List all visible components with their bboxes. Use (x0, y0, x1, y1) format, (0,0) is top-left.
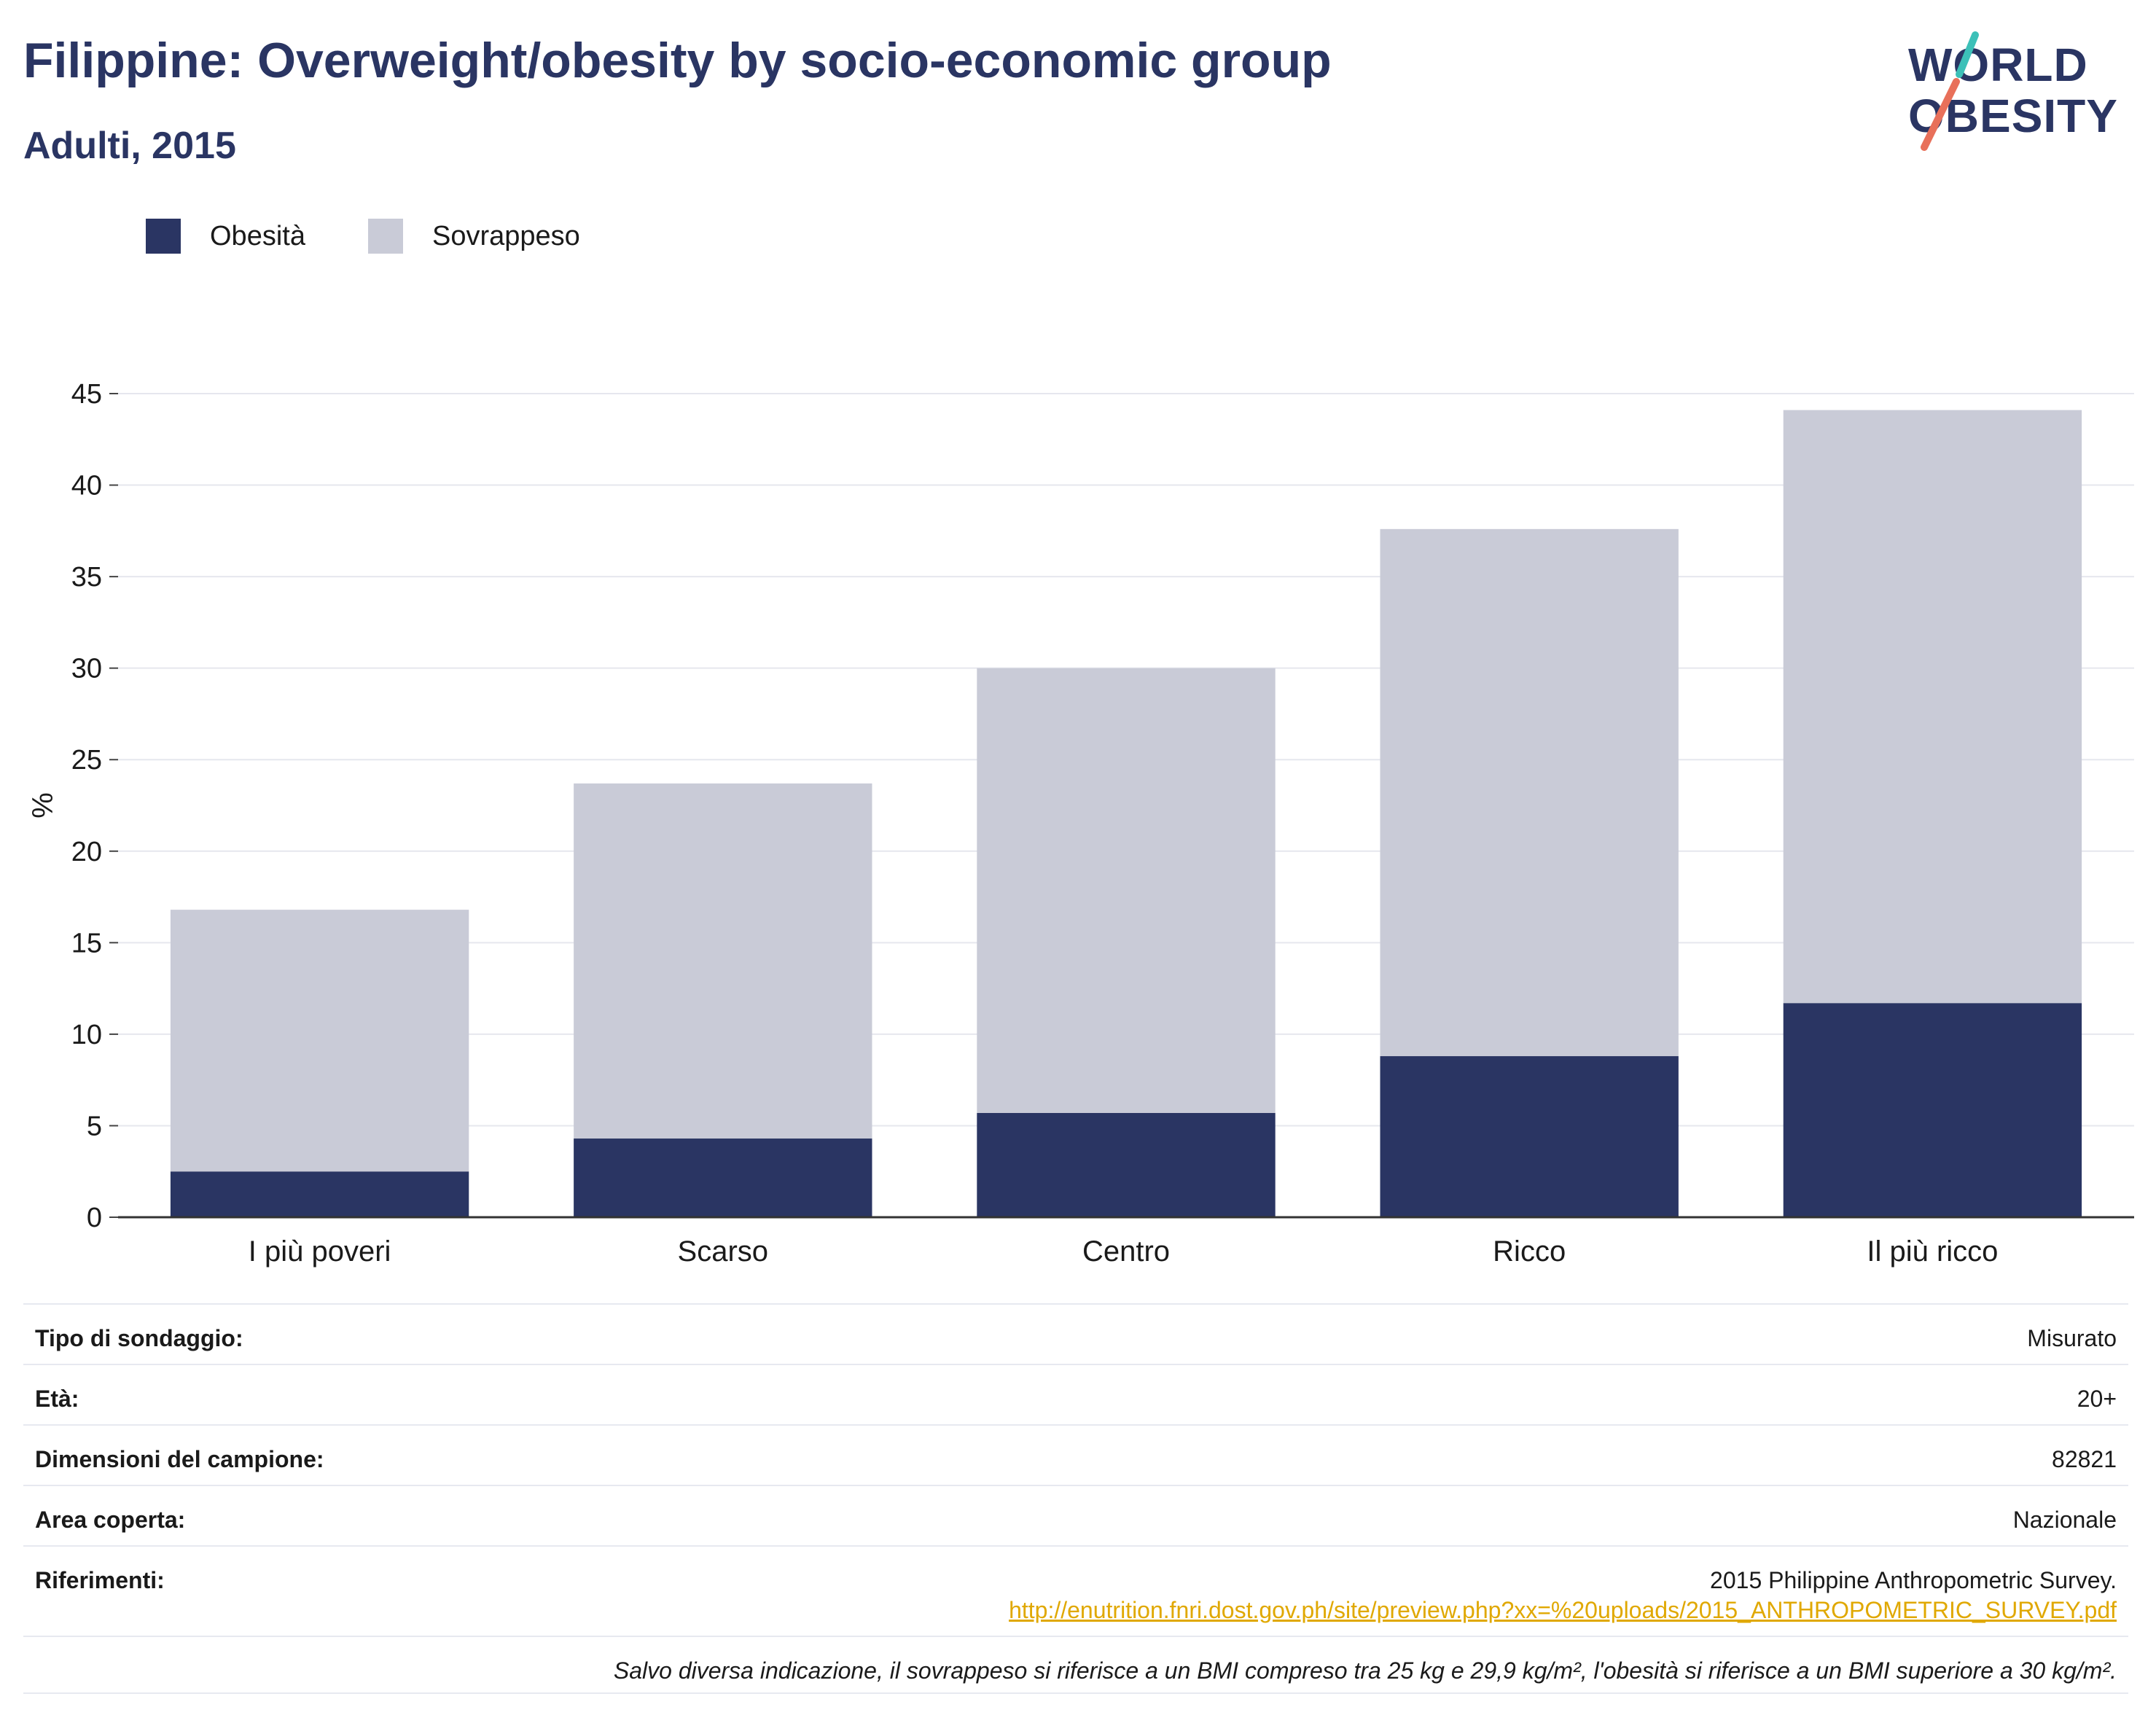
meta-label: Tipo di sondaggio: (35, 1325, 243, 1351)
x-tick-label: Il più ricco (1867, 1235, 1998, 1268)
meta-label: Dimensioni del campione: (35, 1446, 324, 1472)
definition-note: Salvo diversa indicazione, il sovrappeso… (23, 1636, 2128, 1694)
meta-row-sample-size: Dimensioni del campione: 82821 (23, 1424, 2128, 1485)
meta-row-survey-type: Tipo di sondaggio: Misurato (23, 1303, 2128, 1364)
legend-label-obesity: Obesità (210, 220, 305, 251)
legend-label-overweight: Sovrappeso (431, 220, 580, 251)
y-tick-label: 40 (71, 471, 102, 501)
chart-legend: Obesità Sovrappeso (146, 217, 643, 255)
meta-row-references: Riferimenti: 2015 Philippine Anthropomet… (23, 1545, 2128, 1636)
bar-obesity[interactable] (1380, 1056, 1679, 1217)
reference-link[interactable]: http://enutrition.fnri.dost.gov.ph/site/… (1009, 1597, 2117, 1623)
y-tick-label: 5 (87, 1111, 102, 1141)
bar-obesity[interactable] (1783, 1003, 2082, 1217)
y-tick-label: 10 (71, 1020, 102, 1050)
x-tick-label: I più poveri (249, 1235, 391, 1268)
x-tick-label: Ricco (1493, 1235, 1566, 1268)
meta-value: 82821 (2052, 1446, 2117, 1472)
page-subtitle: Adulti, 2015 (23, 125, 236, 167)
logo-line-1: WORLD (1908, 39, 2088, 91)
y-tick-label: 35 (71, 562, 102, 593)
x-tick-label: Centro (1082, 1235, 1170, 1268)
meta-row-area: Area coperta: Nazionale (23, 1485, 2128, 1545)
bar-overweight[interactable] (1783, 410, 2082, 1004)
bar-overweight[interactable] (170, 910, 469, 1172)
legend-swatch-obesity (146, 219, 181, 254)
reference-text: 2015 Philippine Anthropometric Survey. (1710, 1567, 2117, 1593)
bar-overweight[interactable] (1380, 528, 1679, 1057)
page-title: Filippine: Overweight/obesity by socio-e… (23, 33, 1332, 88)
meta-label: Riferimenti: (35, 1567, 165, 1593)
y-axis-label: % (27, 792, 59, 819)
meta-value: 20+ (2077, 1386, 2117, 1412)
bar-obesity[interactable] (170, 1171, 469, 1217)
bar-overweight[interactable] (977, 668, 1276, 1113)
y-tick-label: 25 (71, 745, 102, 776)
legend-item-overweight[interactable]: Sovrappeso (367, 219, 580, 254)
meta-label: Età: (35, 1386, 79, 1412)
y-tick-label: 20 (71, 837, 102, 867)
stacked-bar-chart: 0 5 10 15 20 25 30 35 40 45% I più poveri Scarso Cen… (27, 379, 2134, 1268)
y-tick-label: 0 (87, 1203, 102, 1233)
bar-obesity[interactable] (574, 1139, 872, 1217)
y-tick-label: 45 (71, 379, 102, 410)
logo-slash-icon (1921, 31, 1979, 151)
meta-row-age: Età: 20+ (23, 1364, 2128, 1424)
bar-obesity[interactable] (977, 1112, 1276, 1217)
bar-overweight[interactable] (574, 783, 872, 1139)
x-tick-label: Scarso (678, 1235, 769, 1268)
world-obesity-logo: WORLD OBESITY (1902, 22, 2143, 153)
meta-label: Area coperta: (35, 1507, 186, 1533)
legend-swatch-overweight (367, 219, 403, 254)
survey-details: Tipo di sondaggio: Misurato Età: 20+ Dim… (23, 1303, 2128, 1694)
meta-value: 2015 Philippine Anthropometric Survey. h… (1009, 1567, 2117, 1624)
y-tick-label: 30 (71, 654, 102, 684)
y-tick-label: 15 (71, 928, 102, 958)
legend-item-obesity[interactable]: Obesità (146, 219, 305, 254)
meta-value: Nazionale (2012, 1507, 2117, 1533)
meta-value: Misurato (2027, 1325, 2117, 1351)
